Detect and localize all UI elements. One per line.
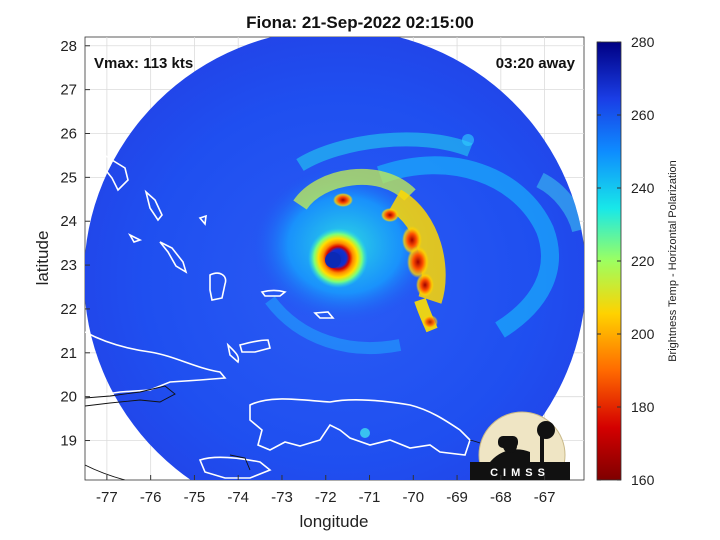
y-tick-label: 20 <box>60 389 77 406</box>
x-tick-label: -67 <box>534 489 556 506</box>
x-axis-ticks: -77 -76 -75 -74 -73 -72 -71 -70 -69 -68 -67 <box>96 475 555 506</box>
figure-title: Fiona: 21-Sep-2022 02:15:00 <box>246 13 474 32</box>
x-tick-label: -76 <box>140 489 162 506</box>
x-tick-label: -69 <box>446 489 468 506</box>
colorbar-tick-label: 260 <box>631 107 655 123</box>
y-tick-label: 19 <box>60 433 77 450</box>
y-tick-label: 23 <box>60 257 77 274</box>
colorbar-ticks: 160 180 200 220 240 260 280 <box>597 34 655 488</box>
y-axis-label: latitude <box>33 231 52 286</box>
y-tick-label: 28 <box>60 38 77 55</box>
x-tick-label: -72 <box>315 489 337 506</box>
y-tick-label: 22 <box>60 301 77 318</box>
x-tick-label: -74 <box>227 489 249 506</box>
colorbar-tick-label: 220 <box>631 253 655 269</box>
x-tick-label: -71 <box>359 489 381 506</box>
x-tick-label: -73 <box>271 489 293 506</box>
y-tick-label: 27 <box>60 82 77 99</box>
y-tick-label: 21 <box>60 345 77 362</box>
colorbar-tick-label: 280 <box>631 34 655 50</box>
time-away-label: 03:20 away <box>496 55 576 72</box>
logo-text: CIMSS <box>490 467 550 479</box>
x-tick-label: -70 <box>402 489 424 506</box>
colorbar-tick-label: 180 <box>631 399 655 415</box>
y-tick-label: 26 <box>60 125 77 142</box>
x-tick-label: -68 <box>490 489 512 506</box>
x-axis-label: longitude <box>299 512 368 531</box>
colorbar-tick-label: 200 <box>631 326 655 342</box>
y-tick-label: 24 <box>60 213 77 230</box>
y-tick-label: 25 <box>60 169 77 186</box>
x-tick-label: -75 <box>184 489 206 506</box>
x-tick-label: -77 <box>96 489 118 506</box>
coastlines <box>85 150 471 479</box>
colorbar-tick-label: 160 <box>631 472 655 488</box>
vmax-label: Vmax: 113 kts <box>94 55 193 72</box>
y-axis-ticks: 19 20 21 22 23 24 25 26 27 28 <box>60 38 90 450</box>
colorbar-label: Brightness Temp - Horizontal Polarizatio… <box>667 160 679 362</box>
colorbar-tick-label: 240 <box>631 180 655 196</box>
brightness-temp-swath: CIMSS <box>85 37 584 480</box>
